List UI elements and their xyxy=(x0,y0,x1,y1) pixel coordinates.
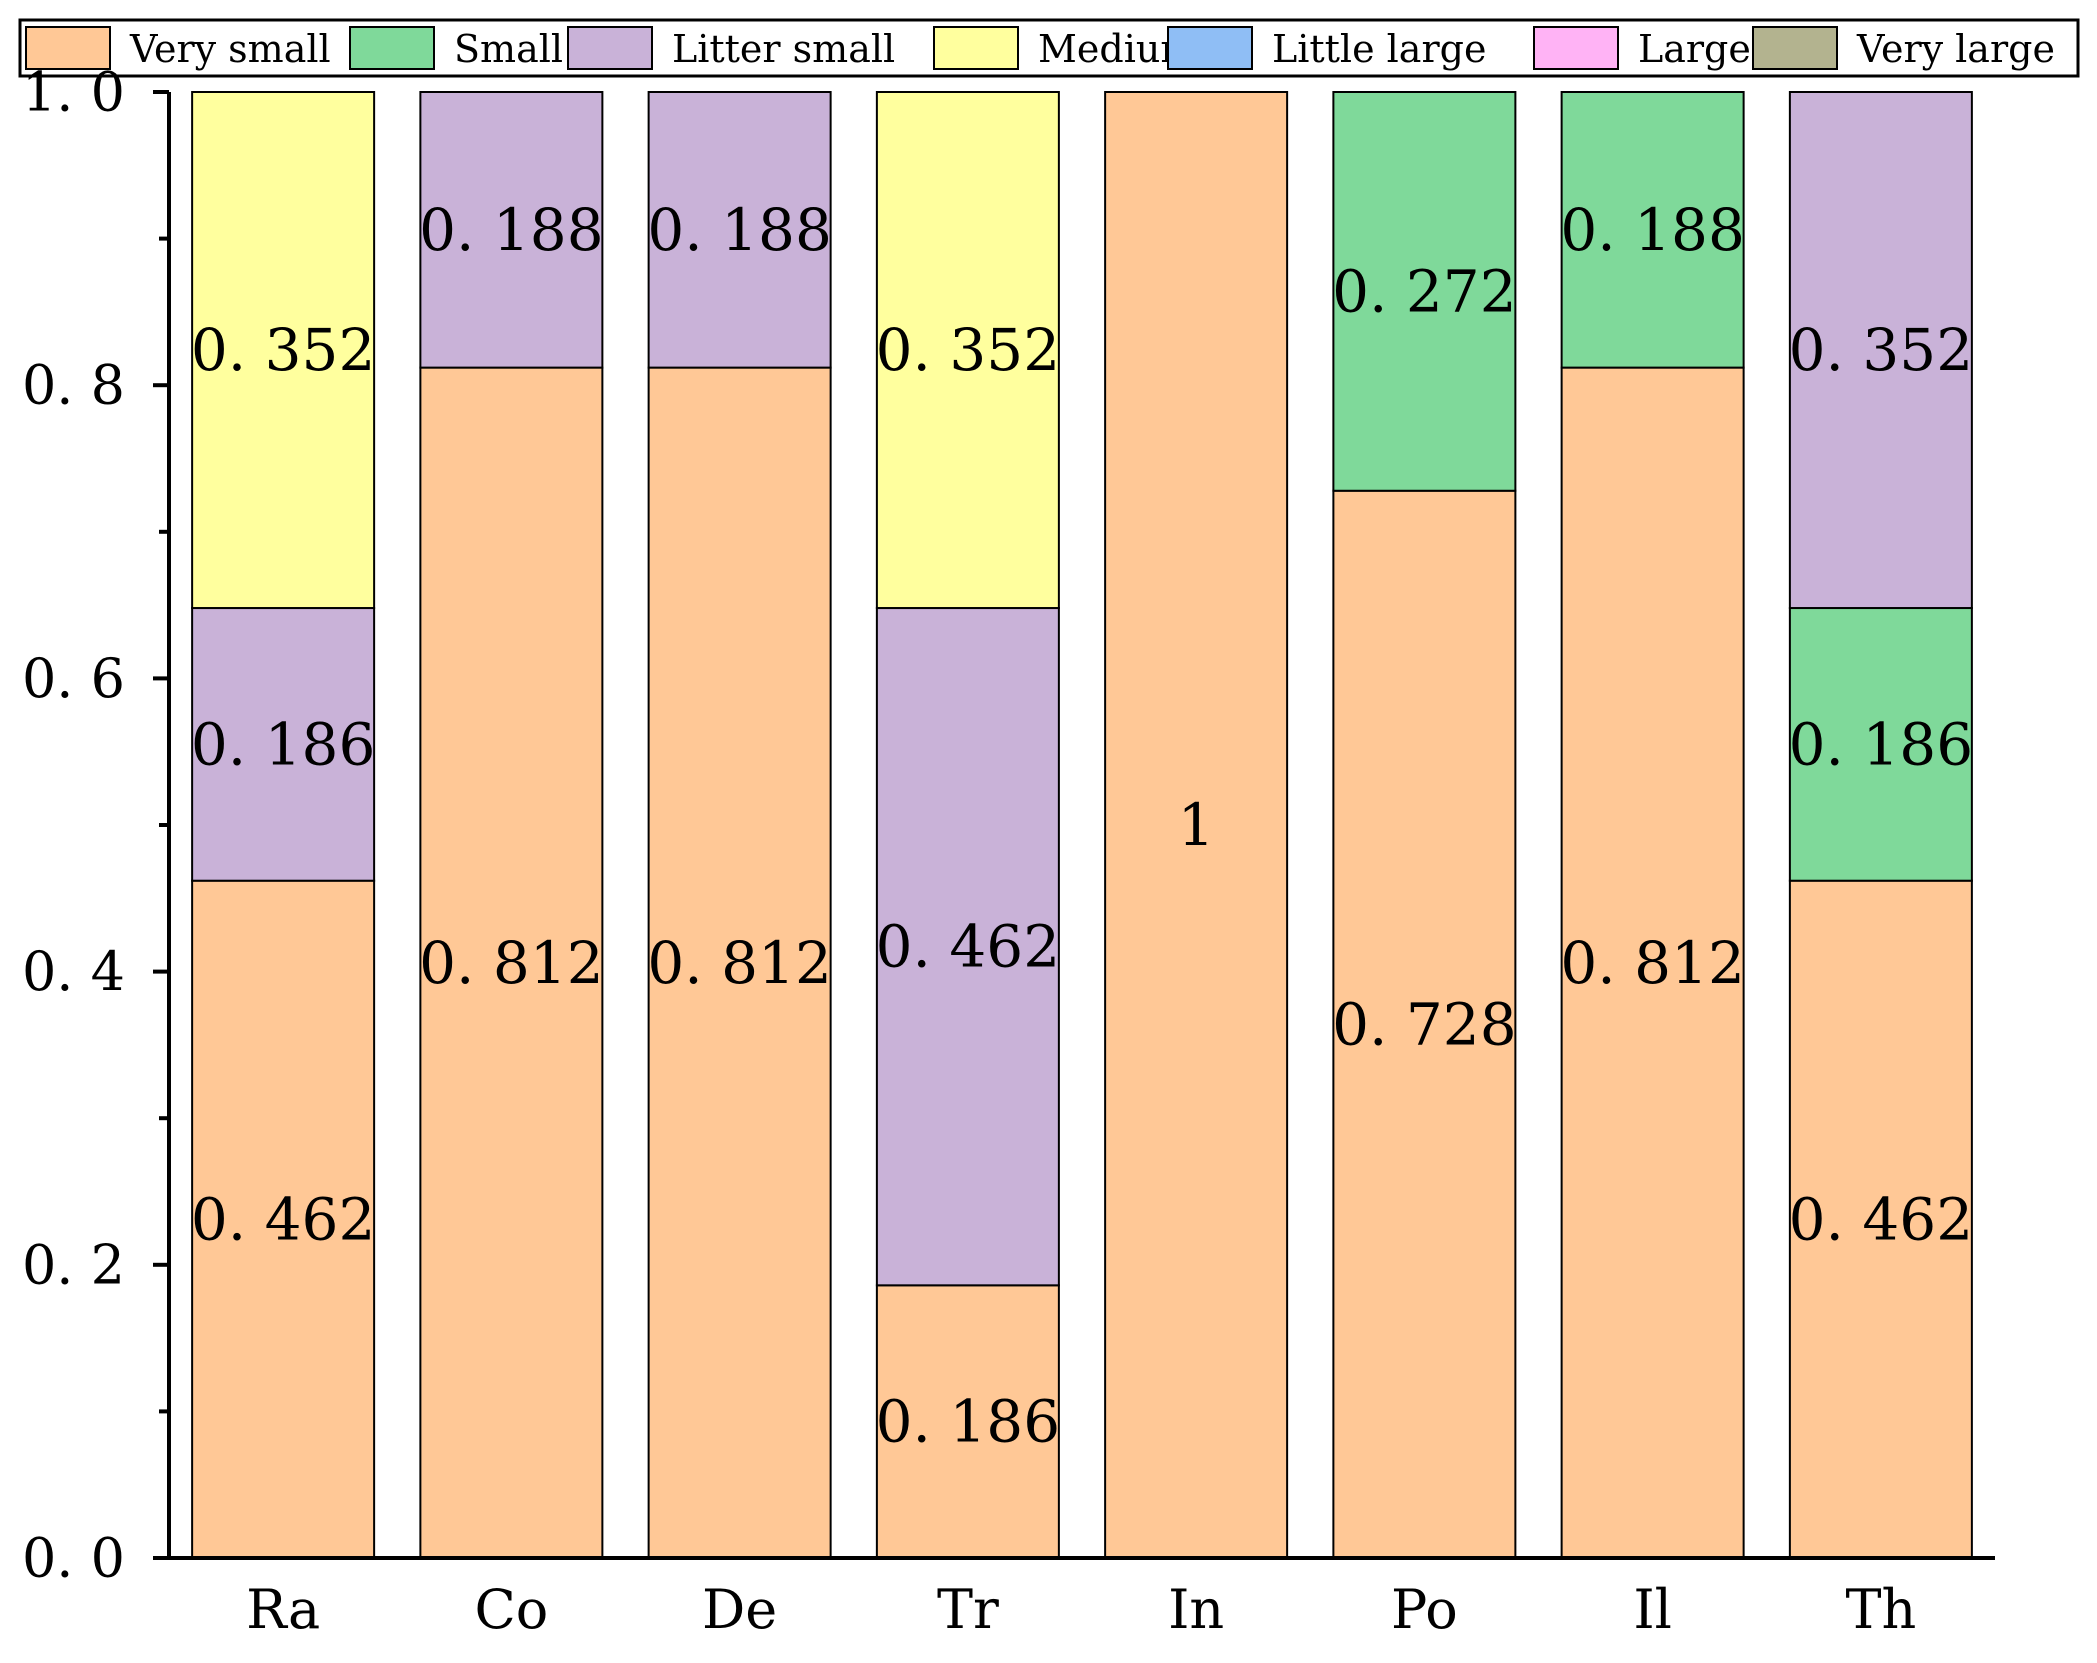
bar-in-very-small xyxy=(1104,91,1289,1559)
bar-th-very-small xyxy=(1788,879,1973,1559)
legend-label-large: Large xyxy=(1638,27,1751,71)
bar-tr-very-small xyxy=(875,1284,1060,1559)
bar-co-litter-small xyxy=(419,91,604,369)
y-tick-label: 0. 6 xyxy=(22,647,125,710)
x-tick-label-ra: Ra xyxy=(246,1578,320,1641)
data-label-th-small: 0. 186 xyxy=(1789,710,1973,778)
data-label-de-very-small: 0. 812 xyxy=(647,929,831,997)
legend-swatch-very-small xyxy=(25,26,111,70)
legend-swatch-medium xyxy=(933,26,1019,70)
x-tick-label-il: Il xyxy=(1633,1578,1672,1641)
y-tick-label: 0. 2 xyxy=(22,1233,125,1296)
bar-il-small xyxy=(1560,91,1745,369)
data-label-co-litter-small: 0. 188 xyxy=(419,196,603,264)
x-tick-label-in: In xyxy=(1168,1578,1224,1641)
bar-ra-medium xyxy=(191,91,376,610)
data-label-in-very-small: 1 xyxy=(1178,791,1215,859)
bar-tr-litter-small xyxy=(875,607,1060,1287)
data-label-tr-very-small: 0. 186 xyxy=(876,1388,1060,1456)
x-tick-label-co: Co xyxy=(474,1578,548,1641)
data-label-de-litter-small: 0. 188 xyxy=(647,196,831,264)
x-tick-label-th: Th xyxy=(1845,1578,1916,1641)
axes: 0. 0 0. 2 0. 4 0. 6 0. 8 1. 0 Ra Co De Tr In Po Il Th xyxy=(22,61,1995,1641)
x-tick-label-po: Po xyxy=(1391,1578,1458,1641)
y-tick-label: 1. 0 xyxy=(22,61,125,124)
bar-po-small xyxy=(1332,91,1517,492)
data-label-co-very-small: 0. 812 xyxy=(419,929,603,997)
y-tick-label: 0. 4 xyxy=(22,940,125,1003)
bar-th-small xyxy=(1788,607,1973,882)
data-label-th-very-small: 0. 462 xyxy=(1789,1185,1973,1253)
legend-swatch-little-large xyxy=(1167,26,1253,70)
x-tick-label-de: De xyxy=(702,1578,777,1641)
legend-label-very-large: Very large xyxy=(1856,27,2055,71)
data-label-th-litter-small: 0. 352 xyxy=(1789,316,1973,384)
data-label-ra-medium: 0. 352 xyxy=(191,316,375,384)
bar-tr-medium xyxy=(875,91,1060,610)
legend-label-small: Small xyxy=(454,27,563,71)
bar-po-very-small xyxy=(1332,489,1517,1560)
data-label-ra-litter-small: 0. 186 xyxy=(191,710,375,778)
data-label-tr-medium: 0. 352 xyxy=(876,316,1060,384)
legend-swatch-litter-small xyxy=(567,26,653,70)
legend-swatch-large xyxy=(1533,26,1619,70)
legend-label-litter-small: Litter small xyxy=(672,27,895,71)
bar-il-very-small xyxy=(1560,366,1745,1559)
y-tick-label: 0. 8 xyxy=(22,354,125,417)
bar-co-very-small xyxy=(419,366,604,1559)
legend-label-very-small: Very small xyxy=(129,27,331,71)
bar-th-litter-small xyxy=(1788,91,1973,610)
bar-ra-litter-small xyxy=(191,607,376,882)
data-label-ra-very-small: 0. 462 xyxy=(191,1185,375,1253)
data-label-po-small: 0. 272 xyxy=(1332,257,1516,325)
legend: Very small Small Litter small Medium Little … xyxy=(18,18,2080,78)
legend-label-little-large: Little large xyxy=(1272,27,1486,71)
data-label-tr-litter-small: 0. 462 xyxy=(876,913,1060,981)
x-tick-label-tr: Tr xyxy=(937,1578,999,1641)
y-tick-label: 0. 0 xyxy=(22,1527,125,1590)
legend-swatch-very-large xyxy=(1752,26,1838,70)
data-label-il-small: 0. 188 xyxy=(1560,196,1744,264)
data-labels: 0. 462 0. 186 0. 352 0. 812 0. 188 0. 812 0. 1… xyxy=(191,196,1973,1456)
data-label-il-very-small: 0. 812 xyxy=(1560,929,1744,997)
bar-de-very-small xyxy=(647,366,832,1559)
bar-de-litter-small xyxy=(647,91,832,369)
legend-swatch-small xyxy=(349,26,435,70)
bars xyxy=(191,91,1973,1560)
data-label-po-very-small: 0. 728 xyxy=(1332,990,1516,1058)
bar-ra-very-small xyxy=(191,879,376,1559)
